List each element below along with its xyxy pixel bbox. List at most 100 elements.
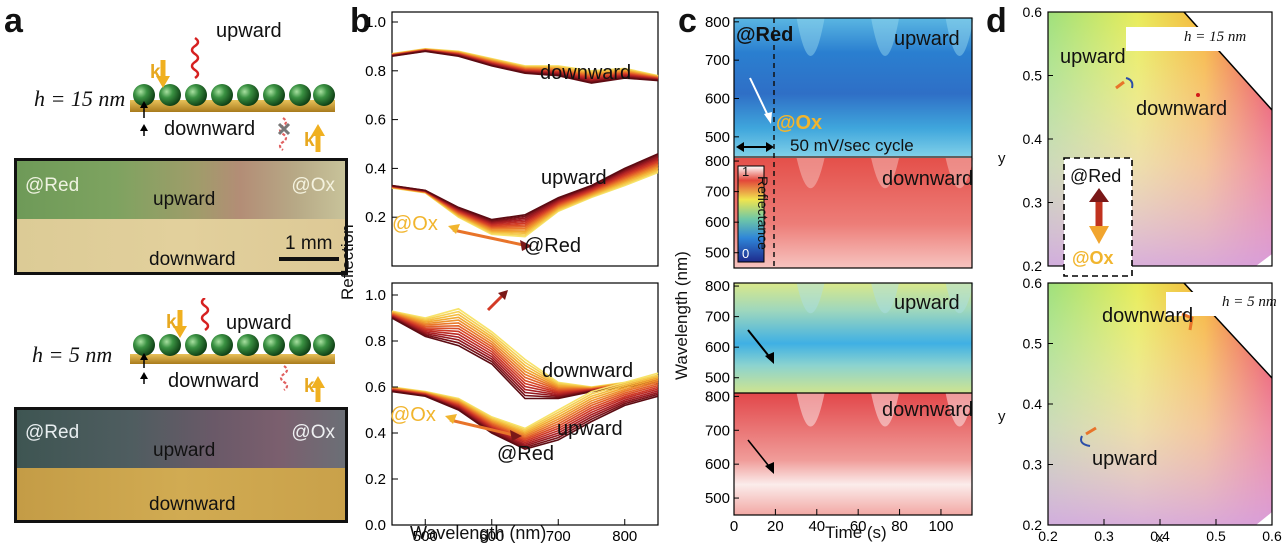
c-downward-2: downward: [882, 399, 974, 421]
k-in-label-h15: k: [150, 62, 161, 83]
photo-h15-red: @Red: [25, 175, 80, 196]
chart-c: 0 20 40 60 80 1005006007008005006007008005006…: [705, 14, 974, 535]
c-cycle-band: [796, 18, 825, 56]
arrow-ox-red-top: [452, 228, 529, 248]
d-bot-h: h = 5 nm: [1222, 294, 1277, 310]
d-top-ytick-label: 0.3: [1023, 195, 1043, 211]
d-bot-ytick-label: 0.5: [1023, 336, 1043, 352]
c-cycle-band: [796, 393, 825, 427]
panel-letter-c: c: [678, 2, 697, 40]
d-top-h: h = 15 nm: [1184, 29, 1247, 45]
c-ox-label: @Ox: [776, 112, 823, 134]
c-ytick-label: 800: [705, 14, 730, 31]
b-xtick-label: 600: [479, 528, 504, 545]
k-in-label-h5: k: [166, 312, 177, 333]
schematic-h15: [130, 36, 335, 152]
schematic-h5: [130, 298, 335, 402]
arrow-ox-red-bottom: [449, 418, 519, 438]
c-ytick-label: 600: [705, 339, 730, 356]
b-top-red: @Red: [524, 235, 581, 257]
c-upward-2: upward: [894, 292, 960, 314]
arrow-up-bottom: [486, 294, 504, 312]
d-bot-upward: upward: [1092, 448, 1158, 470]
c-xtick-label: 40: [808, 518, 825, 535]
c-cycle-band: [945, 158, 974, 189]
scalebar-label: 1 mm: [285, 233, 333, 254]
photo-h15-ox: @Ox: [291, 175, 335, 196]
b-top-ytick-label: 0.2: [365, 209, 386, 226]
photo-h5-red: @Red: [25, 422, 80, 443]
c-xtick-label: 20: [767, 518, 784, 535]
b-top-upward: upward: [541, 167, 607, 189]
c-xtick-label: 60: [850, 518, 867, 535]
b-bot-ytick-label: 1.0: [365, 287, 386, 304]
b-ylabel: Reflection: [338, 224, 357, 300]
b-bottom-series-line: [391, 390, 659, 450]
photo-h5-ox: @Ox: [291, 422, 335, 443]
colorbar-min: 0: [742, 246, 750, 261]
d-top-downward: downward: [1136, 98, 1228, 120]
d-xtick-label: 0.6: [1262, 528, 1282, 544]
c-ylabel: Wavelength (nm): [672, 251, 691, 380]
c-red-label: @Red: [736, 24, 794, 46]
panel-letter-d: d: [986, 2, 1007, 40]
panel-letter-b: b: [350, 2, 371, 40]
photo-h5: @Red @Ox upward downward: [14, 407, 348, 523]
d-inset-red: @Red: [1070, 166, 1122, 186]
heatmap-h15-down: [734, 158, 972, 268]
chart-d: 0.20.30.40.50.60.20.30.40.50.60.2 0.3 0.4 0…: [1023, 4, 1282, 544]
b-top-downward: downward: [540, 62, 632, 84]
h5-label: h = 5 nm: [32, 342, 113, 367]
panel-letter-a: a: [4, 2, 23, 40]
d-bot-ytick-label: 0.3: [1023, 457, 1043, 473]
d-xtick-label: 0.2: [1038, 528, 1058, 544]
b-top-ytick-label: 0.8: [365, 63, 386, 80]
c-ytick-label: 800: [705, 153, 730, 170]
colorbar-max: 1: [742, 164, 750, 179]
b-bot-ox: @Ox: [390, 404, 436, 426]
c-xtick-label: 100: [928, 518, 953, 535]
scalebar: [279, 257, 339, 261]
c-cycle-band: [796, 158, 825, 189]
c-downward-1: downward: [882, 168, 974, 190]
c-cycle-band: [945, 393, 974, 427]
c-ytick-label: 600: [705, 214, 730, 231]
c-cycle-band: [871, 18, 900, 56]
b-top-ytick-label: 0.4: [365, 160, 386, 177]
b-bot-ytick-label: 0.4: [365, 425, 386, 442]
photo-h5-upward: upward: [153, 440, 216, 461]
heatmap-h5-up: [734, 283, 972, 393]
c-ytick-label: 600: [705, 456, 730, 473]
b-bot-ytick-label: 0.8: [365, 333, 386, 350]
c-ytick-label: 700: [705, 422, 730, 439]
c-ytick-label: 500: [705, 129, 730, 146]
heatmap-h5-down: [734, 393, 972, 515]
d-xtick-label: 0.3: [1094, 528, 1114, 544]
c-cycle-band: [871, 393, 900, 427]
d-inset-ox: @Ox: [1072, 248, 1114, 268]
d-bot-ylabel: y: [998, 408, 1006, 425]
photo-h5-downward: downward: [149, 494, 236, 515]
c-ytick-label: 600: [705, 91, 730, 108]
b-bot-red: @Red: [497, 443, 554, 465]
colorbar-label: Reflectance: [755, 176, 771, 250]
b-xtick-label: 800: [612, 528, 637, 545]
b-xlabel: Wavelength (nm): [410, 523, 547, 543]
d-top-ytick-label: 0.4: [1023, 131, 1043, 147]
chart-b-bottom-frame: [391, 282, 659, 526]
b-top-ox: @Ox: [392, 213, 438, 235]
c-cycle-band: [796, 283, 825, 314]
h15-label: h = 15 nm: [34, 86, 126, 111]
d-top-upward: upward: [1060, 46, 1126, 68]
photo-h15-downward: downward: [149, 249, 236, 270]
c-cycle-band: [945, 283, 974, 314]
k-out-label-h5: k: [304, 376, 315, 397]
b-bot-ytick-label: 0.0: [365, 517, 386, 534]
d-bot-downward: downward: [1102, 305, 1194, 327]
c-xtick-label: 0: [730, 518, 738, 535]
c-ytick-label: 800: [705, 278, 730, 295]
c-cycle-label: 50 mV/sec cycle: [790, 136, 914, 155]
c-ytick-label: 700: [705, 184, 730, 201]
d-xtick-label: 0.4: [1150, 528, 1170, 544]
c-ytick-label: 500: [705, 245, 730, 262]
